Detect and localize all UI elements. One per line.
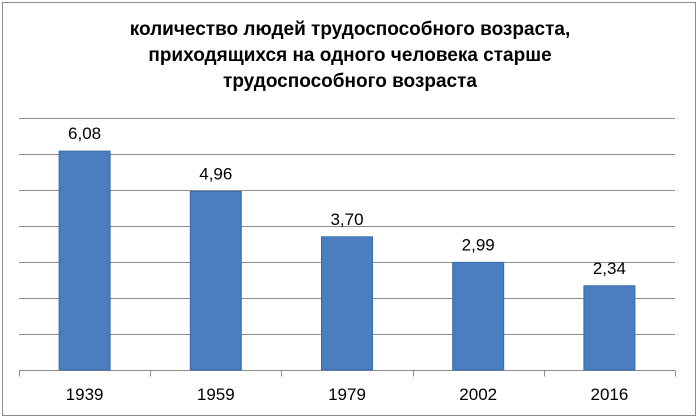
chart-title: количество людей трудоспособного возраст… [3, 17, 697, 95]
data-label-1979: 3,70 [330, 210, 363, 229]
chart-title-line-2: приходящихся на одного человека старше [148, 45, 552, 66]
bar-1959 [189, 190, 242, 371]
x-tick-label-2016: 2016 [590, 385, 628, 404]
data-label-1939: 6,08 [68, 124, 101, 143]
bar-2002 [452, 261, 505, 371]
bar-1939 [58, 150, 111, 371]
bar-2016 [583, 285, 636, 371]
data-label-2002: 2,99 [462, 235, 495, 254]
data-label-2016: 2,34 [593, 259, 626, 278]
data-label-1959: 4,96 [199, 164, 232, 183]
x-tick-label-2002: 2002 [459, 385, 497, 404]
chart-title-line-3: трудоспособного возраста [223, 71, 477, 92]
x-tick-label-1979: 1979 [328, 385, 366, 404]
chart-title-line-1: количество людей трудоспособного возраст… [129, 19, 571, 40]
bar-1979 [321, 236, 373, 371]
x-tick-label-1939: 1939 [66, 385, 104, 404]
x-tick-label-1959: 1959 [197, 385, 235, 404]
